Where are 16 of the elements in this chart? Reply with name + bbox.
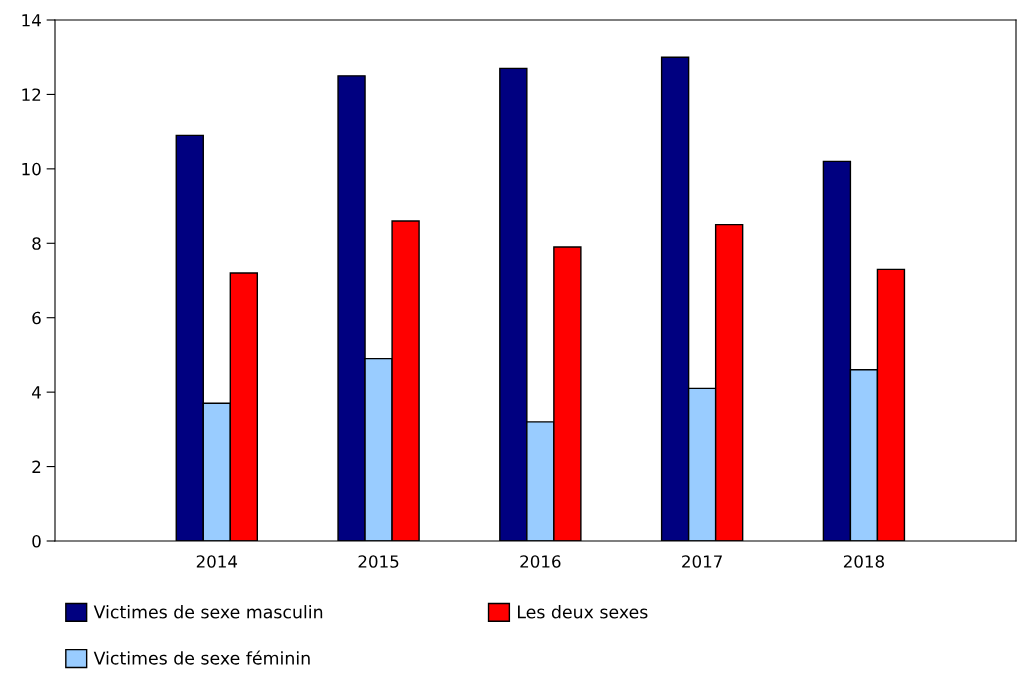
y-tick-label: 8 xyxy=(32,237,41,250)
x-tick-label: 2017 xyxy=(682,555,722,568)
x-tick-label: 2016 xyxy=(520,555,561,568)
legend-label: Victimes de sexe féminin xyxy=(93,650,310,665)
y-tick-label: 10 xyxy=(22,162,41,176)
y-tick-label: 0 xyxy=(32,534,41,548)
x-tick-label: 2015 xyxy=(358,555,399,568)
y-tick-label: 2 xyxy=(32,460,41,473)
legend-label: Les deux sexes xyxy=(518,605,648,619)
y-tick-label: 14 xyxy=(22,14,41,27)
y-tick-label: 6 xyxy=(32,311,41,325)
x-tick-label: 2018 xyxy=(843,555,884,568)
x-tick-label: 2014 xyxy=(196,555,238,568)
legend-label: Victimes de sexe masculin xyxy=(93,605,323,619)
y-tick-label: 4 xyxy=(32,386,41,399)
y-tick-label: 12 xyxy=(22,88,41,101)
